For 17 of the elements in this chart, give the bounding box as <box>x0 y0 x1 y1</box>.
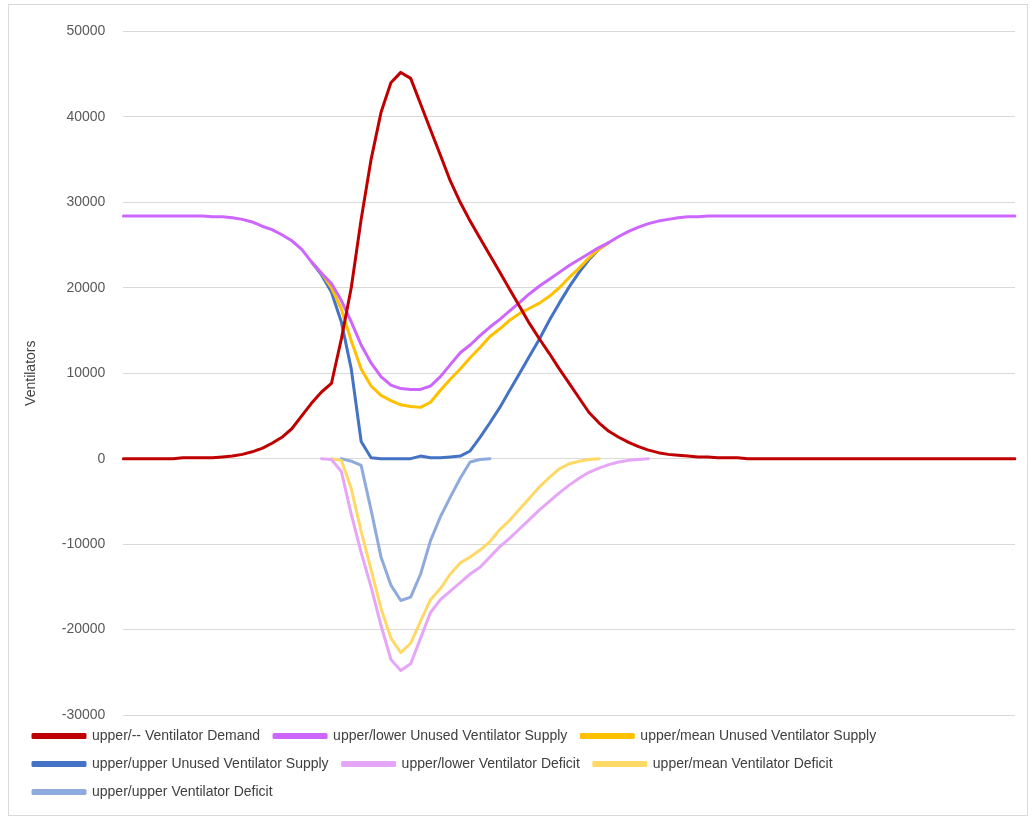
legend-label: upper/mean Unused Ventilator Supply <box>640 726 877 743</box>
legend-label: upper/lower Ventilator Deficit <box>401 754 580 771</box>
y-axis-title: Ventilators <box>22 340 39 406</box>
legend-label: upper/mean Ventilator Deficit <box>652 754 833 771</box>
legend-label: upper/lower Unused Ventilator Supply <box>333 726 568 743</box>
y-tick-label: 50000 <box>66 22 106 39</box>
y-tick-label: -30000 <box>61 705 106 722</box>
y-tick-label: 40000 <box>66 107 106 124</box>
y-tick-label: -10000 <box>61 534 106 551</box>
legend-label: upper/upper Unused Ventilator Supply <box>92 754 329 771</box>
y-tick-label: 10000 <box>66 364 106 381</box>
y-tick-label: -20000 <box>61 620 106 637</box>
y-tick-label: 30000 <box>66 193 106 210</box>
y-tick-label: 20000 <box>66 278 106 295</box>
legend-label: upper/upper Ventilator Deficit <box>92 782 273 799</box>
y-tick-label: 0 <box>97 449 106 466</box>
legend-label: upper/-- Ventilator Demand <box>92 726 261 743</box>
